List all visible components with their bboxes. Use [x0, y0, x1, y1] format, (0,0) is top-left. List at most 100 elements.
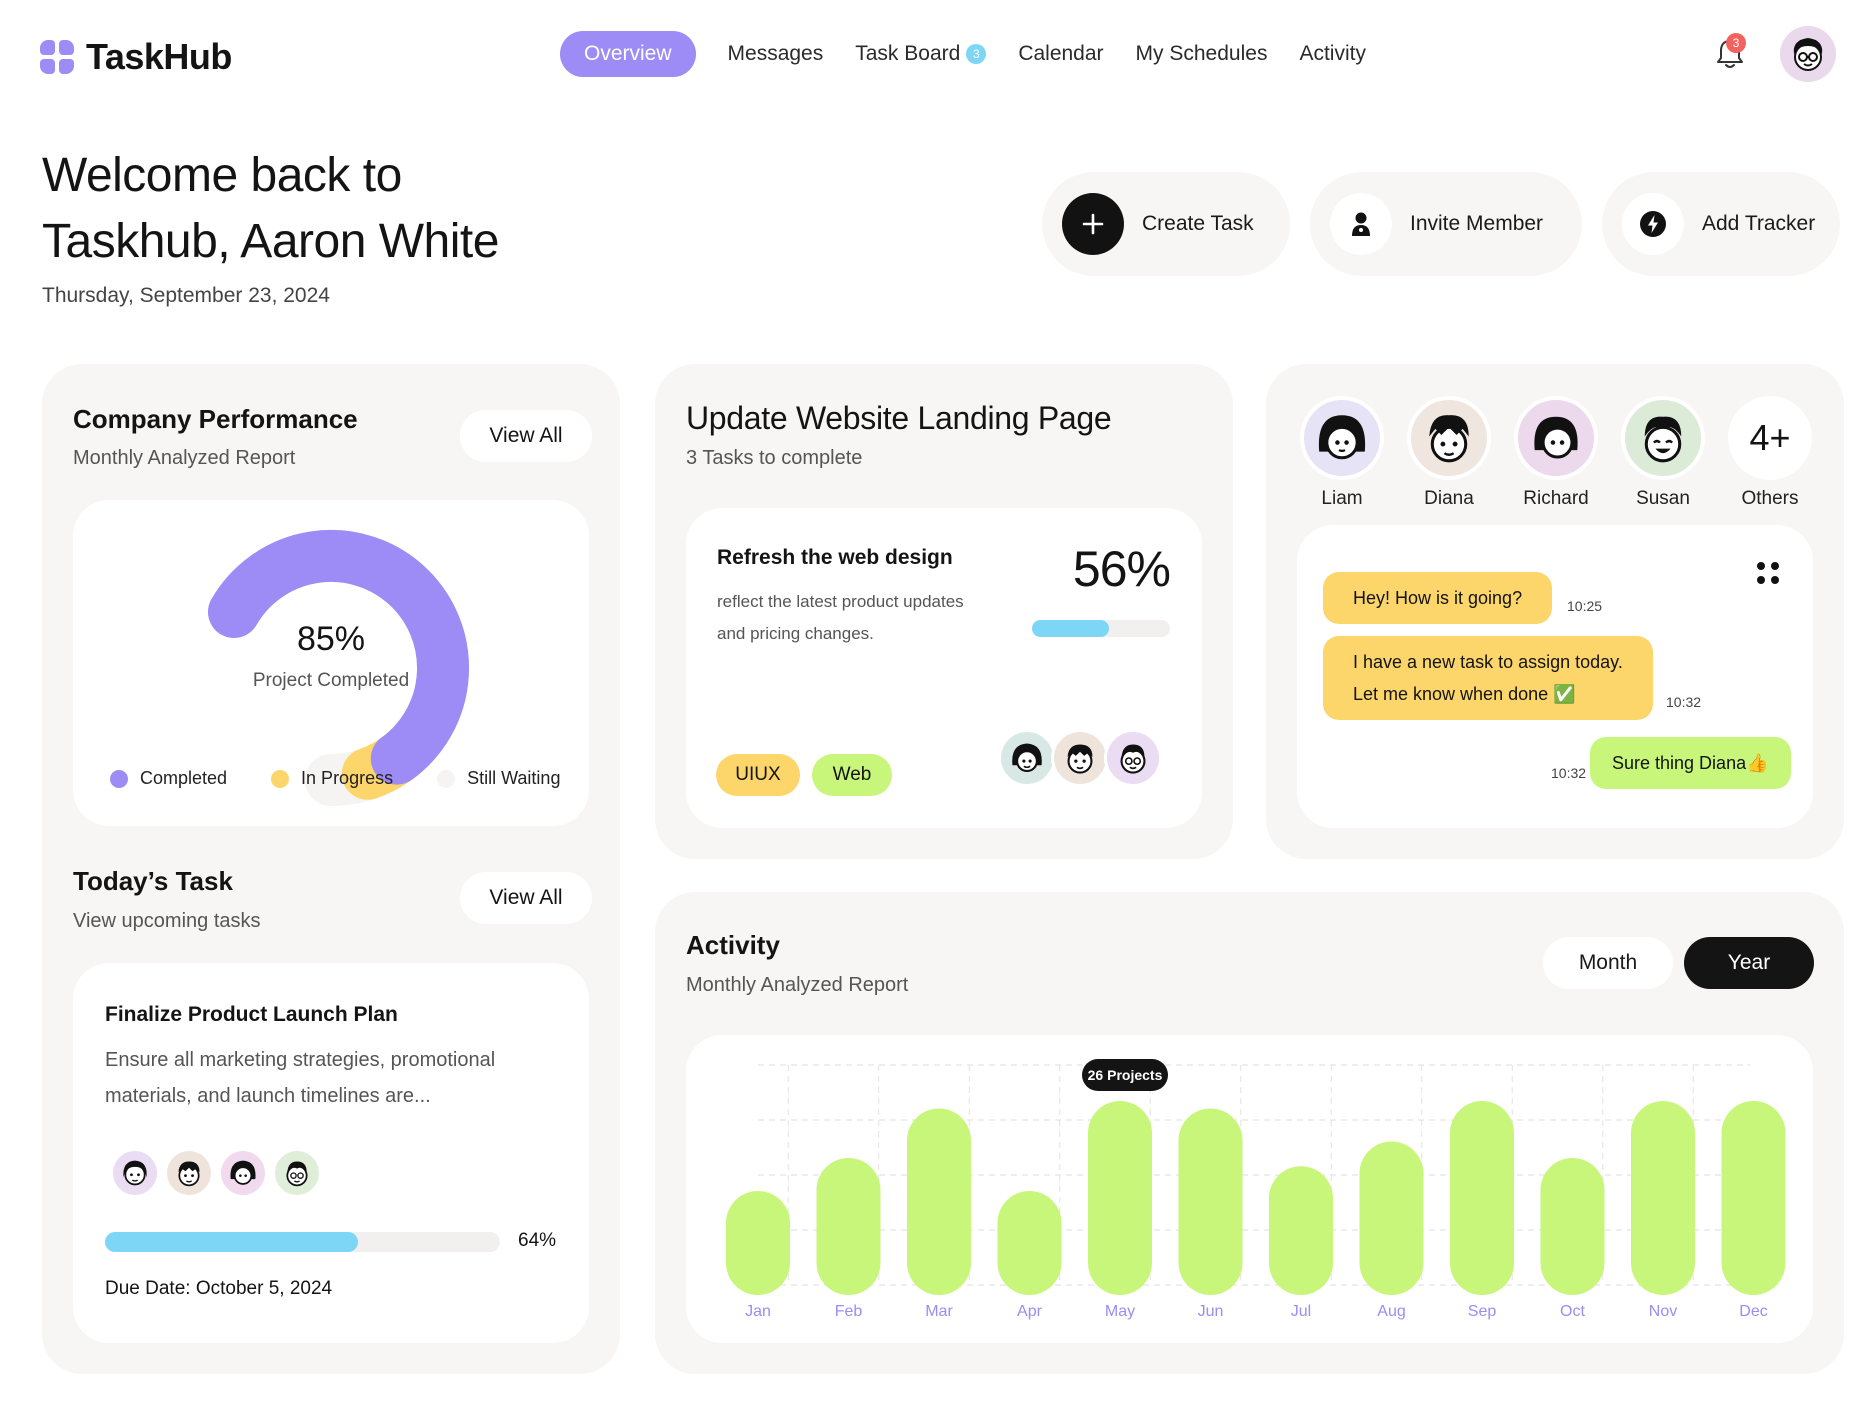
today-task-description-line-2: materials, and launch timelines are...: [105, 1085, 431, 1107]
activity-bar-feb[interactable]: [816, 1158, 881, 1295]
more-options-icon[interactable]: [1755, 560, 1781, 586]
member-liam-avatar: [1300, 396, 1384, 480]
nav-calendar-label: Calendar: [1018, 42, 1104, 65]
performance-percent: 85%: [296, 620, 366, 658]
assignee-avatar-2[interactable]: [164, 1148, 214, 1198]
activity-title: Activity: [686, 930, 780, 960]
logo-mark-icon: [40, 40, 74, 74]
nav-messages[interactable]: Messages: [728, 42, 824, 66]
member-richard[interactable]: Richard: [1511, 396, 1601, 510]
performance-view-all-button[interactable]: View All: [460, 410, 592, 462]
assignee-avatar-4[interactable]: [272, 1148, 322, 1198]
assignee-avatar-1[interactable]: [110, 1148, 160, 1198]
project-progress-fill: [1032, 620, 1110, 637]
person-icon: [1330, 193, 1392, 255]
legend-still-waiting-label: Still Waiting: [467, 768, 561, 788]
member-others[interactable]: 4+ Others: [1725, 396, 1815, 510]
activity-bar-may[interactable]: [1088, 1101, 1152, 1295]
invite-member-button[interactable]: Invite Member: [1310, 172, 1582, 276]
month-label-nov: Nov: [1648, 1303, 1678, 1320]
project-task-description: reflect the latest product updates and p…: [717, 586, 964, 650]
plus-icon: [1062, 193, 1124, 255]
nav-activity[interactable]: Activity: [1299, 42, 1366, 66]
chat-message-2-line-1: I have a new task to assign today.: [1353, 652, 1623, 672]
today-task-card[interactable]: [73, 963, 589, 1343]
toggle-year[interactable]: Year: [1684, 937, 1814, 989]
project-task-description-line-1: reflect the latest product updates: [717, 592, 964, 611]
legend-still-waiting: Still Waiting: [437, 768, 560, 789]
member-diana-name: Diana: [1424, 488, 1474, 509]
create-task-button[interactable]: Create Task: [1042, 172, 1290, 276]
month-label-feb: Feb: [834, 1303, 863, 1320]
today-task-title: Today’s Task: [73, 866, 233, 896]
activity-bar-sep[interactable]: [1450, 1101, 1514, 1295]
activity-bar-dec[interactable]: [1721, 1101, 1786, 1295]
performance-legend: Completed In Progress Still Waiting: [110, 768, 560, 789]
nav-my-schedules-label: My Schedules: [1135, 42, 1268, 65]
member-richard-avatar: [1514, 396, 1598, 480]
others-label: Others: [1741, 488, 1799, 509]
app-logo[interactable]: TaskHub: [40, 36, 232, 78]
member-liam-name: Liam: [1321, 488, 1363, 509]
chat-message-2-time: 10:32: [1666, 694, 1702, 710]
month-label-may: May: [1104, 1303, 1136, 1320]
nav-messages-label: Messages: [727, 42, 824, 65]
member-diana[interactable]: Diana: [1404, 396, 1494, 510]
task-board-badge: 3: [966, 44, 987, 64]
project-task-name: Refresh the web design: [717, 546, 953, 569]
chat-message-1-time: 10:25: [1567, 598, 1603, 614]
member-susan-avatar: [1621, 396, 1705, 480]
toggle-month[interactable]: Month: [1543, 937, 1673, 989]
activity-bar-aug[interactable]: [1359, 1141, 1424, 1296]
chat-message-3-time: 10:32: [1551, 765, 1587, 781]
project-title: Update Website Landing Page: [686, 400, 1112, 436]
legend-completed-dot: [110, 769, 128, 788]
assignee-avatar-3[interactable]: [218, 1148, 268, 1198]
activity-bar-jul[interactable]: [1269, 1166, 1333, 1295]
nav-my-schedules[interactable]: My Schedules: [1136, 42, 1268, 66]
nav-overview-label: Overview: [584, 42, 672, 65]
today-task-view-all-button[interactable]: View All: [460, 872, 592, 924]
activity-bar-jun[interactable]: [1178, 1108, 1243, 1296]
member-diana-avatar: [1407, 396, 1491, 480]
legend-in-progress: In Progress: [271, 768, 393, 789]
nav-activity-label: Activity: [1299, 42, 1366, 65]
today-task-progress-bar: [105, 1232, 500, 1252]
nav-calendar[interactable]: Calendar: [1018, 42, 1103, 66]
chat-message-2-line-2: Let me know when done ✅: [1353, 684, 1576, 704]
performance-gauge: [208, 530, 470, 806]
activity-bar-apr[interactable]: [997, 1191, 1062, 1295]
tag-web[interactable]: Web: [812, 754, 892, 796]
today-task-subtitle: View upcoming tasks: [73, 910, 261, 932]
activity-tooltip: 26 Projects: [1082, 1059, 1168, 1091]
invite-member-label: Invite Member: [1410, 212, 1544, 235]
month-label-jun: Jun: [1197, 1303, 1224, 1320]
activity-bar-oct[interactable]: [1540, 1158, 1605, 1295]
project-subtitle: 3 Tasks to complete: [686, 447, 863, 469]
chat-message-3: Sure thing Diana👍: [1590, 737, 1791, 789]
add-tracker-label: Add Tracker: [1702, 212, 1816, 235]
nav-overview[interactable]: Overview: [560, 31, 696, 77]
project-assignee-1[interactable]: [998, 729, 1056, 787]
member-susan[interactable]: Susan: [1618, 396, 1708, 510]
activity-bar-nov[interactable]: [1631, 1101, 1695, 1295]
add-tracker-button[interactable]: Add Tracker: [1602, 172, 1840, 276]
month-label-jul: Jul: [1290, 1303, 1312, 1320]
activity-subtitle: Monthly Analyzed Report: [686, 974, 909, 996]
month-label-sep: Sep: [1467, 1303, 1497, 1320]
member-liam[interactable]: Liam: [1297, 396, 1387, 510]
legend-still-waiting-dot: [437, 769, 456, 788]
performance-caption: Project Completed: [252, 670, 410, 691]
nav-task-board[interactable]: Task Board 3: [855, 42, 987, 66]
user-avatar[interactable]: [1780, 26, 1836, 82]
activity-bar-mar[interactable]: [907, 1108, 971, 1296]
project-assignee-2[interactable]: [1051, 729, 1109, 787]
performance-subtitle: Monthly Analyzed Report: [73, 447, 296, 469]
today-task-name: Finalize Product Launch Plan: [105, 1003, 398, 1026]
create-task-label: Create Task: [1142, 212, 1254, 235]
tag-uiux[interactable]: UIUX: [716, 754, 800, 796]
performance-title: Company Performance: [73, 404, 358, 434]
activity-bar-jan[interactable]: [726, 1191, 790, 1295]
project-assignee-3[interactable]: [1104, 729, 1162, 787]
today-task-description-line-1: Ensure all marketing strategies, promoti…: [105, 1049, 496, 1071]
